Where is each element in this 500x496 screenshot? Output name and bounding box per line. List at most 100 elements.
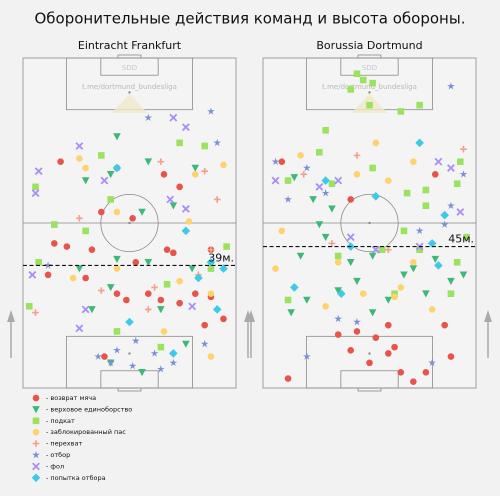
- point: [75, 142, 84, 150]
- point: [57, 158, 64, 166]
- point: [456, 208, 465, 216]
- point: [75, 265, 84, 273]
- point: [409, 265, 418, 273]
- point: [169, 202, 178, 210]
- center-circle: [340, 193, 399, 253]
- legend-marker: [32, 462, 40, 471]
- figure-title: Оборонительные действия команд и высота …: [35, 10, 466, 28]
- goal: [117, 54, 142, 59]
- point: [431, 255, 440, 263]
- point: [434, 261, 443, 270]
- point: [169, 349, 178, 358]
- point: [447, 353, 455, 360]
- point: [416, 101, 423, 109]
- point: [297, 152, 304, 159]
- point: [271, 176, 280, 185]
- point: [378, 246, 386, 254]
- attack-arrowhead: [484, 310, 492, 322]
- point: [302, 352, 311, 360]
- point: [328, 240, 336, 247]
- point: [384, 296, 393, 304]
- point: [415, 138, 424, 148]
- point: [278, 227, 286, 235]
- point: [384, 350, 392, 357]
- defense-line-label: 39м.: [208, 251, 234, 264]
- point: [81, 177, 90, 185]
- point: [213, 138, 222, 147]
- point: [176, 139, 183, 147]
- legend-label: - возврат мяча: [46, 394, 96, 402]
- point: [459, 170, 468, 178]
- point: [32, 309, 39, 316]
- point: [384, 177, 392, 184]
- point: [182, 340, 190, 348]
- point: [191, 164, 200, 172]
- point: [212, 305, 222, 314]
- point: [353, 70, 361, 78]
- point: [170, 249, 177, 257]
- point: [410, 158, 417, 166]
- point: [144, 158, 153, 166]
- point: [334, 287, 342, 295]
- point: [391, 343, 398, 351]
- point: [321, 233, 330, 241]
- legend-marker: [32, 394, 40, 402]
- point: [156, 365, 165, 373]
- point: [366, 359, 373, 367]
- point: [302, 163, 311, 172]
- point: [369, 79, 376, 87]
- point: [428, 358, 437, 367]
- point: [82, 227, 89, 235]
- point: [181, 123, 190, 132]
- point: [271, 157, 280, 166]
- point: [359, 76, 367, 84]
- point: [300, 170, 308, 178]
- point: [368, 252, 377, 260]
- point: [125, 317, 134, 327]
- attack-arrowhead: [247, 310, 255, 322]
- point: [303, 296, 311, 304]
- point: [157, 343, 165, 351]
- point: [32, 183, 39, 191]
- point: [422, 202, 430, 210]
- point: [98, 287, 105, 294]
- point: [353, 328, 361, 335]
- point: [440, 220, 449, 228]
- point: [316, 148, 323, 156]
- point: [100, 176, 109, 185]
- point: [459, 271, 468, 279]
- point: [400, 271, 408, 279]
- point: [371, 191, 381, 201]
- point: [25, 302, 33, 310]
- point: [188, 265, 196, 273]
- point: [181, 204, 190, 213]
- point: [213, 196, 221, 203]
- point: [181, 226, 191, 236]
- point: [69, 274, 77, 282]
- point: [447, 82, 455, 90]
- point: [157, 306, 165, 314]
- point: [346, 258, 355, 267]
- panel-title: Borussia Dortmund: [316, 39, 422, 52]
- point: [160, 170, 168, 178]
- point: [176, 183, 183, 191]
- point: [315, 182, 324, 191]
- defense-line-label: 45м.: [448, 233, 474, 246]
- point: [201, 321, 208, 329]
- point: [347, 86, 355, 93]
- point: [284, 375, 292, 382]
- point: [453, 258, 461, 266]
- point: [51, 221, 58, 228]
- point: [366, 101, 373, 109]
- watermark-brand: SDD: [122, 64, 137, 72]
- point: [290, 174, 299, 182]
- point: [151, 284, 158, 291]
- point: [76, 214, 83, 222]
- penalty-spot: [368, 352, 371, 355]
- point: [447, 290, 455, 298]
- point: [296, 252, 305, 260]
- point: [82, 164, 89, 172]
- point: [441, 321, 448, 329]
- point: [176, 277, 183, 285]
- legend-label: - подкат: [46, 417, 75, 425]
